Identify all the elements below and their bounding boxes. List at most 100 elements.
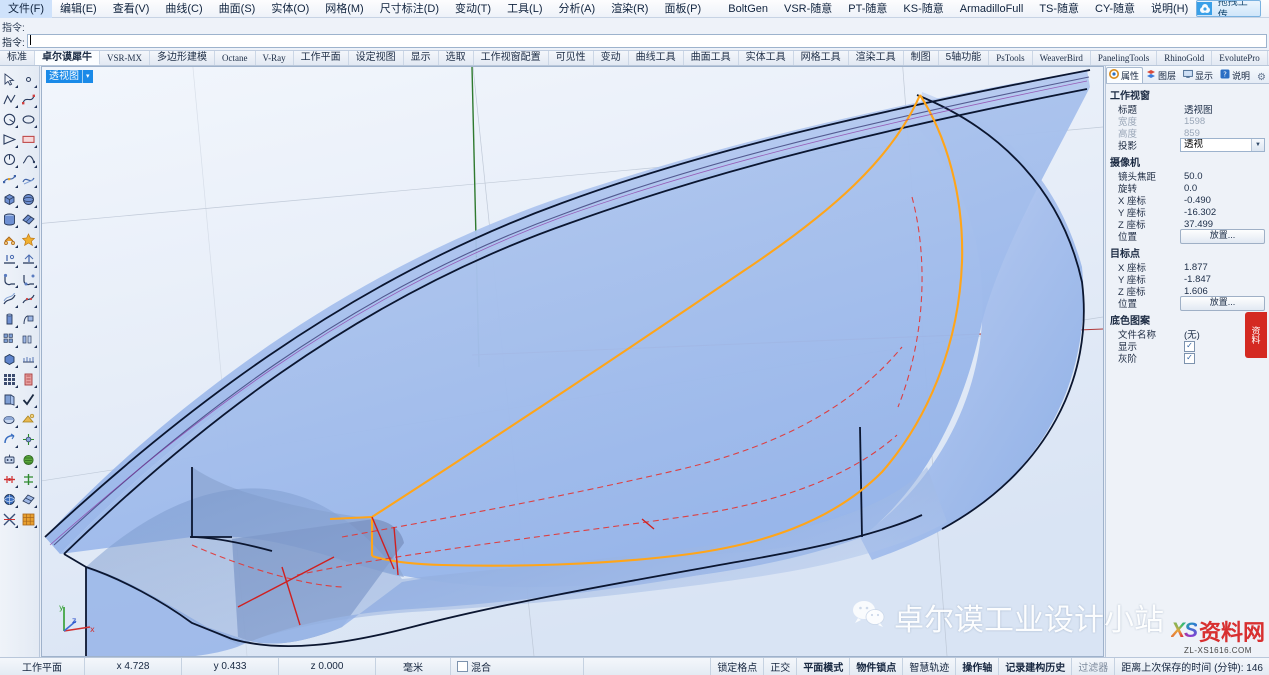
menu-item-tools[interactable]: 工具(L)	[507, 2, 543, 15]
block-icon[interactable]	[0, 370, 19, 389]
checkbox[interactable]: ✓	[1184, 340, 1195, 352]
menu-item-surface[interactable]: 曲面(S)	[218, 2, 256, 15]
status-toggle-gumball[interactable]: 操作轴	[956, 658, 1000, 675]
point-editing-icon[interactable]	[19, 470, 38, 489]
checkbox[interactable]: ✓	[1184, 352, 1195, 364]
menu-item-pt[interactable]: PT-随意	[848, 2, 888, 15]
solid-union-icon[interactable]	[19, 210, 38, 229]
projection-combo[interactable]: 透视 ▼	[1180, 138, 1265, 152]
intersect-icon[interactable]	[0, 510, 19, 529]
status-toggle-history[interactable]: 记录建构历史	[999, 658, 1073, 675]
curve-blend-icon[interactable]	[19, 150, 38, 169]
shade-icon[interactable]	[0, 410, 19, 429]
toolbar-tab-14[interactable]: 曲面工具	[684, 51, 739, 65]
toolbar-tab-3[interactable]: 多边形建模	[150, 51, 216, 65]
toolbar-tab-7[interactable]: 设定视图	[349, 51, 404, 65]
perspective-viewport[interactable]: 透视图 ▾ z x y	[41, 66, 1104, 657]
toolbar-tab-0[interactable]: 标准	[0, 51, 35, 65]
menu-item-file[interactable]: 文件(F)	[0, 0, 53, 18]
menu-item-solid[interactable]: 实体(O)	[271, 2, 310, 15]
gear-icon[interactable]: ⚙	[1257, 72, 1266, 83]
polygon-icon[interactable]	[0, 130, 19, 149]
status-toggle-filter[interactable]: 过滤器	[1072, 658, 1116, 675]
upload-button[interactable]: 拖拽上传	[1196, 0, 1261, 17]
extend-icon[interactable]	[19, 250, 38, 269]
toolbar-tab-15[interactable]: 实体工具	[739, 51, 794, 65]
toolbar-tab-11[interactable]: 可见性	[549, 51, 594, 65]
command-input[interactable]	[26, 34, 1267, 48]
sphere-solid-icon[interactable]	[19, 190, 38, 209]
toolbar-tab-17[interactable]: 渲染工具	[849, 51, 904, 65]
trim-icon[interactable]	[0, 250, 19, 269]
box-solid-icon[interactable]	[0, 190, 19, 209]
toolbar-tab-4[interactable]: Octane	[215, 51, 256, 65]
toolbar-tab-22[interactable]: PanelingTools	[1091, 51, 1158, 65]
select-arrow-icon[interactable]	[0, 70, 19, 89]
zebra-icon[interactable]	[19, 450, 38, 469]
status-toggle-osnap[interactable]: 物件锁点	[850, 658, 904, 675]
toolbar-tab-2[interactable]: VSR-MX	[100, 51, 151, 65]
status-toggle-planar[interactable]: 平面模式	[797, 658, 851, 675]
render-icon[interactable]	[19, 410, 38, 429]
tab-help[interactable]: ? 说明	[1217, 67, 1254, 83]
status-toggle-grid-snap[interactable]: 锁定格点	[711, 658, 765, 675]
chevron-down-icon[interactable]: ▼	[1251, 139, 1264, 151]
point-icon[interactable]	[19, 70, 38, 89]
direction-icon[interactable]	[0, 470, 19, 489]
revolve-icon[interactable]	[19, 310, 38, 329]
menu-item-armadillo[interactable]: ArmadilloFull	[959, 2, 1024, 15]
control-point-curve-icon[interactable]	[19, 90, 38, 109]
toolbar-tab-10[interactable]: 工作视窗配置	[474, 51, 549, 65]
gumball-icon[interactable]	[19, 430, 38, 449]
toolbar-tab-12[interactable]: 变动	[594, 51, 629, 65]
toolbar-tab-16[interactable]: 网格工具	[794, 51, 849, 65]
toolbar-tab-13[interactable]: 曲线工具	[629, 51, 684, 65]
toolbar-tab-19[interactable]: 5轴功能	[939, 51, 990, 65]
menu-item-view[interactable]: 查看(V)	[112, 2, 150, 15]
menu-item-analyze[interactable]: 分析(A)	[558, 2, 596, 15]
sphere-render-icon[interactable]	[0, 490, 19, 509]
offset-variable-icon[interactable]	[19, 290, 38, 309]
cylinder-solid-icon[interactable]	[0, 210, 19, 229]
toolbar-tab-6[interactable]: 工作平面	[294, 51, 349, 65]
red-side-tab[interactable]: 资料	[1245, 312, 1267, 358]
surface-sweep-icon[interactable]	[19, 170, 38, 189]
cap-hole-icon[interactable]	[0, 350, 19, 369]
fillet-surface-icon[interactable]	[19, 270, 38, 289]
menu-item-vsr[interactable]: VSR-随意	[783, 2, 833, 15]
place-button[interactable]: 放置...	[1180, 228, 1265, 244]
array-linear-icon[interactable]	[19, 330, 38, 349]
toolbar-tab-8[interactable]: 显示	[404, 51, 439, 65]
explode-icon[interactable]	[0, 230, 19, 249]
menu-item-dimension[interactable]: 尺寸标注(D)	[379, 2, 440, 15]
toolbar-tab-21[interactable]: WeaverBird	[1033, 51, 1091, 65]
extrude-icon[interactable]	[0, 310, 19, 329]
menu-item-boltgen[interactable]: BoltGen	[728, 2, 768, 15]
boolean-split-icon[interactable]	[19, 230, 38, 249]
arc-icon[interactable]	[0, 150, 19, 169]
dimension-icon[interactable]	[19, 370, 38, 389]
circle-icon[interactable]	[0, 110, 19, 129]
tab-layers[interactable]: 图层	[1143, 67, 1180, 83]
toolbar-tab-23[interactable]: RhinoGold	[1157, 51, 1213, 65]
menu-item-cy[interactable]: CY-随意	[1095, 2, 1135, 15]
chevron-down-icon[interactable]: ▾	[82, 70, 90, 83]
status-cplane[interactable]: 工作平面	[0, 658, 85, 675]
viewport-title[interactable]: 透视图 ▾	[46, 70, 93, 83]
place-button[interactable]: 放置...	[1180, 295, 1265, 311]
fillet-icon[interactable]	[0, 270, 19, 289]
toolbar-tab-24[interactable]: EvolutePro	[1212, 51, 1268, 65]
toolbar-tab-20[interactable]: PsTools	[989, 51, 1033, 65]
layer-icon[interactable]	[0, 390, 19, 409]
menu-item-help[interactable]: 说明(H)	[1150, 2, 1189, 15]
mesh-from-surface-icon[interactable]	[19, 350, 38, 369]
polyline-icon[interactable]	[0, 90, 19, 109]
menu-item-ts[interactable]: TS-随意	[1039, 2, 1080, 15]
toolbar-tab-18[interactable]: 制图	[904, 51, 939, 65]
menu-item-transform[interactable]: 变动(T)	[455, 2, 492, 15]
surface-from-points-icon[interactable]	[0, 170, 19, 189]
menu-item-ks[interactable]: KS-随意	[903, 2, 944, 15]
tab-display[interactable]: 显示	[1180, 67, 1217, 83]
menu-item-edit[interactable]: 编辑(E)	[60, 2, 97, 15]
toolbar-tab-9[interactable]: 选取	[439, 51, 474, 65]
